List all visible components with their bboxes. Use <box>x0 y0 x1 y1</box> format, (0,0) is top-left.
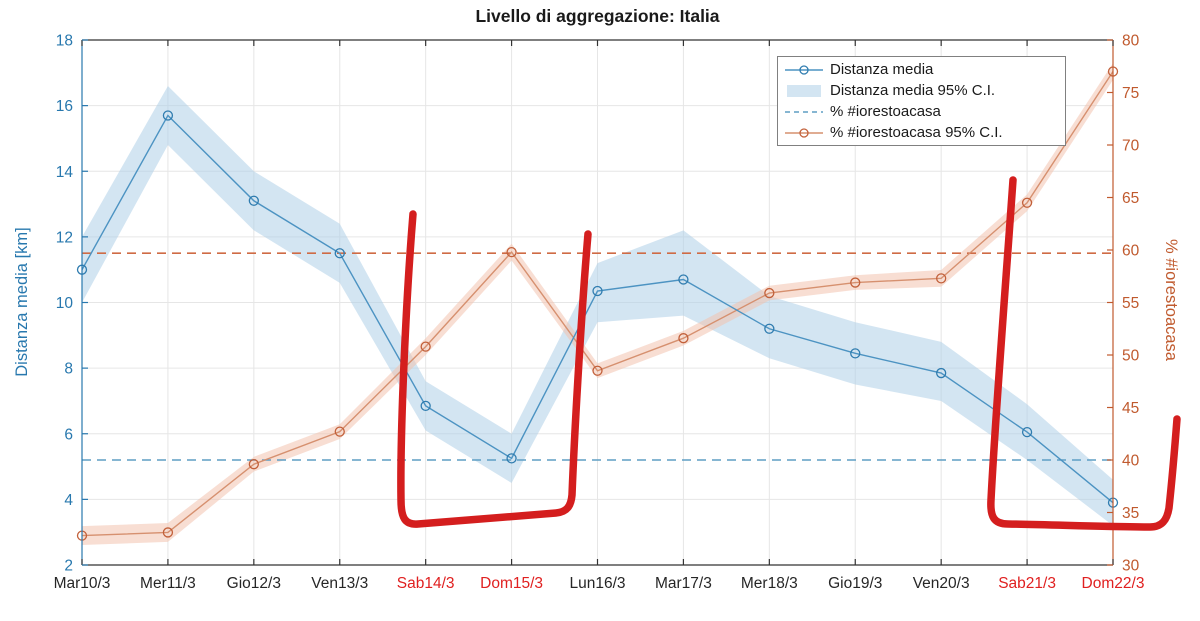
left-tick-label: 6 <box>64 426 73 443</box>
right-tick-label: 75 <box>1122 85 1139 102</box>
data-point <box>936 273 947 284</box>
chart-title: Livello di aggregazione: Italia <box>475 6 720 26</box>
data-point <box>678 333 689 344</box>
left-axis-title: Distanza media [km] <box>13 227 31 376</box>
data-point <box>248 195 259 206</box>
data-point <box>592 365 603 376</box>
x-tick-label: Ven20/3 <box>913 575 970 592</box>
red-annotations <box>397 176 1181 531</box>
x-tick-label: Sab21/3 <box>998 575 1056 592</box>
red-bracket-weekend-1 <box>397 210 592 528</box>
data-point <box>1021 426 1033 438</box>
data-point <box>764 287 775 299</box>
left-tick-label: 2 <box>64 558 73 575</box>
data-point <box>592 285 603 297</box>
left-tick-label: 16 <box>56 98 73 115</box>
x-tick-label: Ven13/3 <box>311 575 368 592</box>
legend-item: Distanza media 95% C.I. <box>784 80 1061 101</box>
x-tick-label: Gio12/3 <box>227 575 281 592</box>
x-tick-label: Mer11/3 <box>140 575 196 592</box>
x-tick-label: Dom15/3 <box>480 575 543 592</box>
right-tick-label: 40 <box>1122 453 1140 470</box>
legend-item: % #iorestoacasa 95% C.I. <box>784 122 1061 143</box>
data-point <box>506 453 517 464</box>
x-tick-label: Mer18/3 <box>741 575 798 592</box>
right-tick-label: 65 <box>1122 190 1139 207</box>
data-point <box>1021 197 1033 208</box>
axes <box>81 39 1114 566</box>
series-line <box>81 71 1114 537</box>
data-point <box>162 110 174 121</box>
x-tick-label: Sab14/3 <box>397 575 455 592</box>
data-point <box>678 274 689 285</box>
blue-series <box>76 110 1119 508</box>
right-tick-label: 55 <box>1122 295 1139 312</box>
legend-label: % #iorestoacasa <box>830 103 941 120</box>
legend-swatch-dashed-blue <box>785 110 823 113</box>
data-point <box>850 348 861 359</box>
blue-ci-band <box>82 85 1113 526</box>
right-tick-label: 80 <box>1122 33 1140 50</box>
left-tick-label: 12 <box>56 229 73 246</box>
left-tick-label: 8 <box>64 361 73 378</box>
x-tick-label: Gio19/3 <box>828 575 882 592</box>
x-tick-label: Mar17/3 <box>655 575 712 592</box>
data-point <box>420 341 431 352</box>
x-tick-label: Dom22/3 <box>1082 575 1145 592</box>
data-point <box>334 426 345 437</box>
legend-swatch-line-marker-blue <box>785 64 823 75</box>
legend: Distanza media Distanza media 95% C.I. % #… <box>777 56 1066 146</box>
right-tick-label: 60 <box>1122 243 1140 260</box>
right-tick-label: 30 <box>1122 558 1140 575</box>
legend-label: Distanza media 95% C.I. <box>830 82 996 99</box>
red-bracket-weekend-2 <box>987 176 1181 531</box>
legend-label: % #iorestoacasa 95% C.I. <box>830 124 1003 141</box>
legend-item: % #iorestoacasa <box>784 101 1061 122</box>
data-point <box>506 246 517 258</box>
left-tick-label: 14 <box>56 164 74 181</box>
legend-swatch-patch-blue <box>787 84 821 97</box>
legend-label: Distanza media <box>830 61 934 78</box>
left-tick-label: 4 <box>64 492 73 509</box>
data-point <box>162 527 174 538</box>
right-tick-label: 70 <box>1122 138 1140 155</box>
data-point <box>936 367 947 379</box>
orange-series <box>76 66 1119 541</box>
series-line <box>81 114 1114 504</box>
legend-item: Distanza media <box>784 59 1061 80</box>
legend-swatch-line-marker-orange <box>785 127 823 138</box>
right-axis-title: % #iorestoacasa <box>1162 239 1180 362</box>
x-tick-label: Mar10/3 <box>54 575 111 592</box>
tick-labels: 2 4 6 8 10 12 14 16 18 30 35 40 45 50 55 60 65 70 75 80 Mar1… <box>54 33 1145 593</box>
right-tick-label: 35 <box>1122 505 1139 522</box>
data-point <box>420 400 431 412</box>
right-tick-label: 50 <box>1122 348 1140 365</box>
x-tick-label: Lun16/3 <box>569 575 625 592</box>
data-point <box>764 323 775 334</box>
left-tick-label: 10 <box>56 295 74 312</box>
data-point <box>334 248 345 259</box>
data-point <box>248 459 259 470</box>
left-tick-label: 18 <box>56 33 73 50</box>
data-point <box>850 277 861 288</box>
orange-ci-band <box>82 63 1113 546</box>
right-tick-label: 45 <box>1122 400 1139 417</box>
